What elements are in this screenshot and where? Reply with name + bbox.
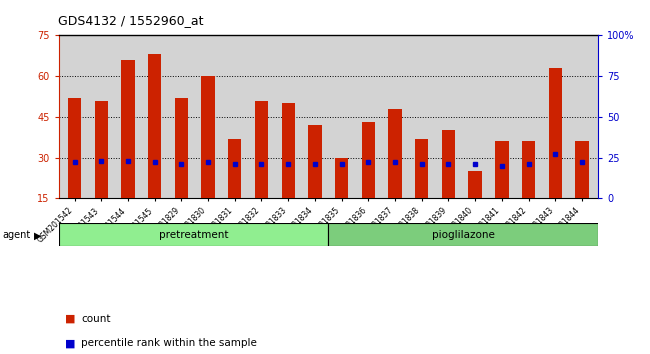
Bar	[228, 138, 241, 198]
Bar	[549, 68, 562, 198]
Bar	[415, 138, 428, 198]
Text: count: count	[81, 314, 110, 324]
Bar	[442, 130, 455, 198]
Bar	[388, 109, 402, 198]
Text: pretreatment: pretreatment	[159, 229, 228, 240]
Text: ■: ■	[65, 338, 75, 348]
Bar	[469, 171, 482, 198]
Bar	[335, 158, 348, 198]
Bar	[148, 55, 161, 198]
Bar	[175, 98, 188, 198]
Bar	[58, 223, 328, 246]
Bar	[255, 101, 268, 198]
Bar	[202, 76, 214, 198]
Bar	[94, 101, 108, 198]
Bar	[575, 141, 589, 198]
Text: ▶: ▶	[34, 230, 42, 240]
Bar	[328, 223, 598, 246]
Text: agent: agent	[3, 230, 31, 240]
Bar	[495, 141, 508, 198]
Text: GDS4132 / 1552960_at: GDS4132 / 1552960_at	[58, 13, 204, 27]
Bar	[122, 60, 135, 198]
Bar	[281, 103, 295, 198]
Bar	[522, 141, 535, 198]
Text: percentile rank within the sample: percentile rank within the sample	[81, 338, 257, 348]
Bar	[308, 125, 322, 198]
Bar	[68, 98, 81, 198]
Bar	[361, 122, 375, 198]
Text: ■: ■	[65, 314, 75, 324]
Text: pioglilazone: pioglilazone	[432, 229, 495, 240]
